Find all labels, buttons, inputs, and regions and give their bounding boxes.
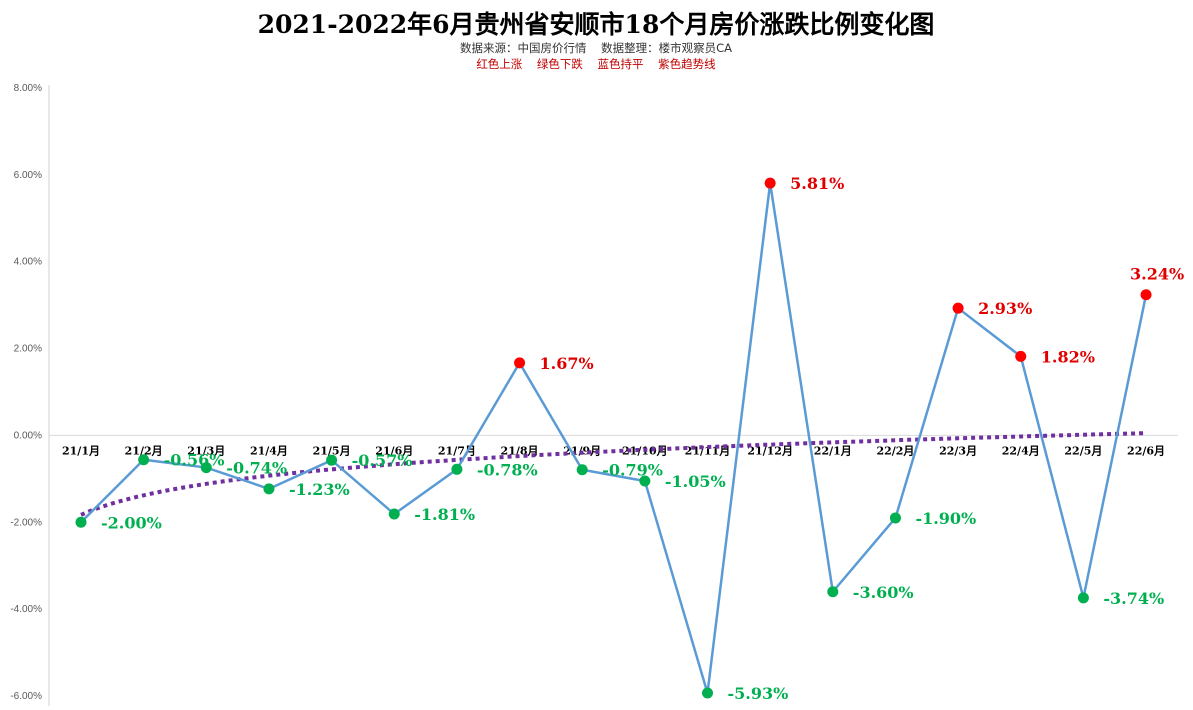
y-tick-label: -2.00% <box>10 517 42 528</box>
data-point <box>1077 592 1089 604</box>
data-label: 5.81% <box>790 174 844 193</box>
data-point <box>576 464 588 476</box>
data-label: 3.24% <box>1130 265 1184 284</box>
x-tick-label: 22/1月 <box>814 444 852 457</box>
y-tick-label: -6.00% <box>10 691 42 702</box>
x-tick-label: 21/12月 <box>747 444 793 457</box>
data-point <box>75 516 87 528</box>
y-tick-label: -4.00% <box>10 604 42 615</box>
data-label: -0.78% <box>477 460 538 479</box>
data-point <box>1140 289 1152 301</box>
data-labels: -2.00% -0.56% -0.74%-1.23%-0.57% -1.81% -0.7… <box>101 174 1184 703</box>
x-tick-label: 21/8月 <box>501 444 539 457</box>
y-tick-label: 2.00% <box>14 344 42 355</box>
data-label: -0.74% <box>226 459 287 478</box>
x-tick-label: 21/1月 <box>62 444 100 457</box>
data-label: -1.81% <box>414 505 475 524</box>
y-tick-label: 4.00% <box>14 257 42 268</box>
data-point <box>514 357 526 369</box>
data-point <box>451 463 463 475</box>
x-tick-label: 22/2月 <box>876 444 914 457</box>
data-point <box>263 483 275 495</box>
chart-title: 2021-2022年6月贵州省安顺市18个月房价涨跌比例变化图 <box>258 10 935 39</box>
data-point <box>889 512 901 524</box>
data-point <box>200 462 212 474</box>
data-label: 1.67% <box>540 354 594 373</box>
data-label: -1.05% <box>665 472 726 491</box>
data-points <box>75 177 1152 699</box>
y-tick-label: 0.00% <box>14 430 42 441</box>
data-point <box>639 475 651 487</box>
data-point <box>702 687 713 699</box>
chart-legend: 红色上涨 绿色下跌 蓝色持平 紫色趋势线 <box>476 57 716 71</box>
data-point <box>138 454 150 466</box>
chart-subtitle: 数据来源：中国房价行情 数据整理：楼市观察员CA <box>460 41 732 55</box>
y-tick-label: 6.00% <box>14 170 42 181</box>
data-point <box>764 177 776 189</box>
x-tick-label: 22/5月 <box>1064 444 1102 457</box>
data-label: -1.23% <box>289 480 350 499</box>
data-label: -0.79% <box>602 461 663 480</box>
data-point <box>1015 350 1027 362</box>
data-label: -2.00% <box>101 513 162 532</box>
x-tick-label: 22/4月 <box>1002 444 1040 457</box>
data-label: -5.93% <box>728 684 789 703</box>
data-point <box>827 586 839 598</box>
x-tick-label: 21/2月 <box>125 444 163 457</box>
x-tick-label: 21/3月 <box>187 444 225 457</box>
data-point <box>388 508 400 520</box>
series-line <box>80 182 1148 694</box>
data-point <box>952 302 964 314</box>
data-label: 2.93% <box>978 299 1032 318</box>
data-label: -1.90% <box>915 509 976 528</box>
data-label: -3.74% <box>1103 589 1164 608</box>
x-tick-label: 21/5月 <box>313 444 351 457</box>
y-ticks: 8.00% 6.00% 4.00% 2.00% 0.00% -2.00% -4.00% -6.… <box>10 83 42 702</box>
x-tick-label: 22/3月 <box>939 444 977 457</box>
data-label: -0.56% <box>164 451 225 470</box>
data-point <box>326 454 338 466</box>
x-tick-label: 22/6月 <box>1127 444 1165 457</box>
trend-line <box>80 431 1147 517</box>
x-tick-label: 21/4月 <box>250 444 288 457</box>
data-label: -0.57% <box>352 451 413 470</box>
x-tick-label: 21/6月 <box>375 444 413 457</box>
data-label: 1.82% <box>1041 347 1095 366</box>
data-label: -3.60% <box>853 583 914 602</box>
y-tick-label: 8.00% <box>14 83 42 94</box>
